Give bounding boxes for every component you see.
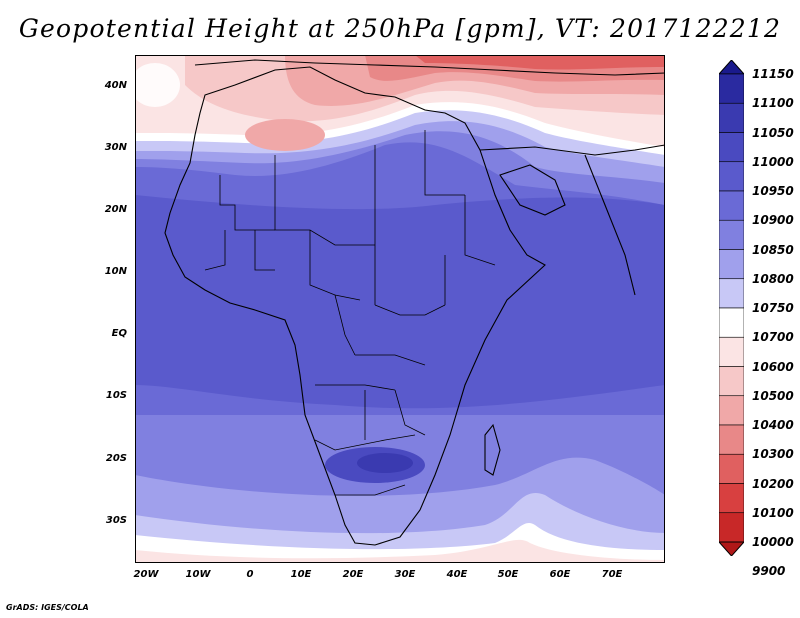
colorbar-swatch: [719, 73, 744, 104]
colorbar-swatch: [719, 190, 744, 221]
ytick-label: 20S: [105, 453, 127, 464]
colorbar: [719, 60, 744, 556]
colorbar-bottom-arrow: [719, 541, 744, 556]
colorbar-swatch: [719, 219, 744, 250]
ytick-label: 20N: [104, 204, 127, 215]
colorbar-label: 10900: [752, 213, 794, 228]
field-core: [135, 195, 665, 409]
chart-title: Geopotential Height at 250hPa [gpm], VT:…: [18, 14, 782, 43]
colorbar-label: 10600: [752, 359, 794, 374]
field-band-north-9: [415, 55, 665, 70]
asia-coast: [479, 144, 665, 156]
colorbar-label: 10000: [752, 535, 794, 549]
ytick-label: 10N: [104, 266, 127, 277]
xtick-label: 20E: [342, 569, 364, 580]
ytick-label: 10S: [105, 390, 127, 401]
colorbar-swatch: [719, 307, 744, 338]
colorbar-swatch: [719, 278, 744, 309]
country-borders: [204, 130, 496, 496]
xtick-label: 20W: [133, 569, 159, 580]
colorbar-label: 11000: [752, 154, 794, 169]
europe-coast: [194, 59, 665, 76]
colorbar-label: 10700: [752, 330, 794, 345]
colorbar-label: 10750: [752, 301, 794, 315]
colorbar-top-arrow: [719, 60, 744, 75]
colorbar-label: 10800: [752, 271, 794, 286]
colorbar-label: 10850: [752, 242, 794, 257]
ytick-label: 30S: [105, 515, 127, 526]
height-field-map: [135, 55, 665, 563]
colorbar-label: 9900: [752, 564, 786, 579]
ytick-label: 30N: [104, 142, 127, 153]
colorbar-swatch: [719, 424, 744, 455]
xtick-label: 10E: [290, 569, 312, 580]
africa-coast: [164, 66, 546, 546]
colorbar-swatch: [719, 161, 744, 192]
field-core-min: [357, 453, 413, 473]
xtick-label: 50E: [497, 569, 519, 580]
credit-label: GrADS: IGES/COLA: [6, 603, 89, 612]
colorbar-label: 10400: [752, 418, 794, 432]
arabia-coast: [499, 164, 566, 216]
map-border: [135, 55, 665, 563]
coastlines: [164, 59, 665, 546]
field-band-south-5: [135, 539, 665, 563]
colorbar-label: 10500: [752, 388, 794, 403]
xtick-label: 70E: [601, 569, 623, 580]
colorbar-swatch: [719, 366, 744, 397]
colorbar-label: 10100: [752, 505, 794, 520]
xtick-label: 0: [246, 569, 254, 580]
field-patch-nafrica: [245, 119, 325, 151]
colorbar-label: 11050: [752, 125, 794, 140]
colorbar-swatch: [719, 453, 744, 484]
xtick-label: 40E: [446, 569, 468, 580]
ytick-label: EQ: [111, 328, 127, 339]
colorbar-swatch: [719, 102, 744, 133]
colorbar-label: 10950: [752, 184, 794, 198]
xtick-label: 10W: [185, 569, 211, 580]
xtick-label: 60E: [549, 569, 571, 580]
colorbar-swatch: [719, 249, 744, 280]
madagascar-coast: [484, 423, 501, 476]
colorbar-swatch: [719, 483, 744, 514]
ytick-label: 40N: [104, 80, 127, 91]
colorbar-label: 10300: [752, 447, 794, 462]
xtick-label: 30E: [394, 569, 416, 580]
colorbar-label: 11100: [752, 96, 794, 111]
colorbar-label: 11150: [752, 67, 794, 81]
colorbar-swatch: [719, 132, 744, 163]
colorbar-swatch: [719, 336, 744, 367]
field-patch-nw: [135, 63, 180, 107]
colorbar-swatch: [719, 512, 744, 543]
colorbar-label: 10200: [752, 476, 794, 491]
india-coast: [584, 154, 636, 296]
map-panel: [135, 55, 665, 563]
colorbar-swatch: [719, 395, 744, 426]
